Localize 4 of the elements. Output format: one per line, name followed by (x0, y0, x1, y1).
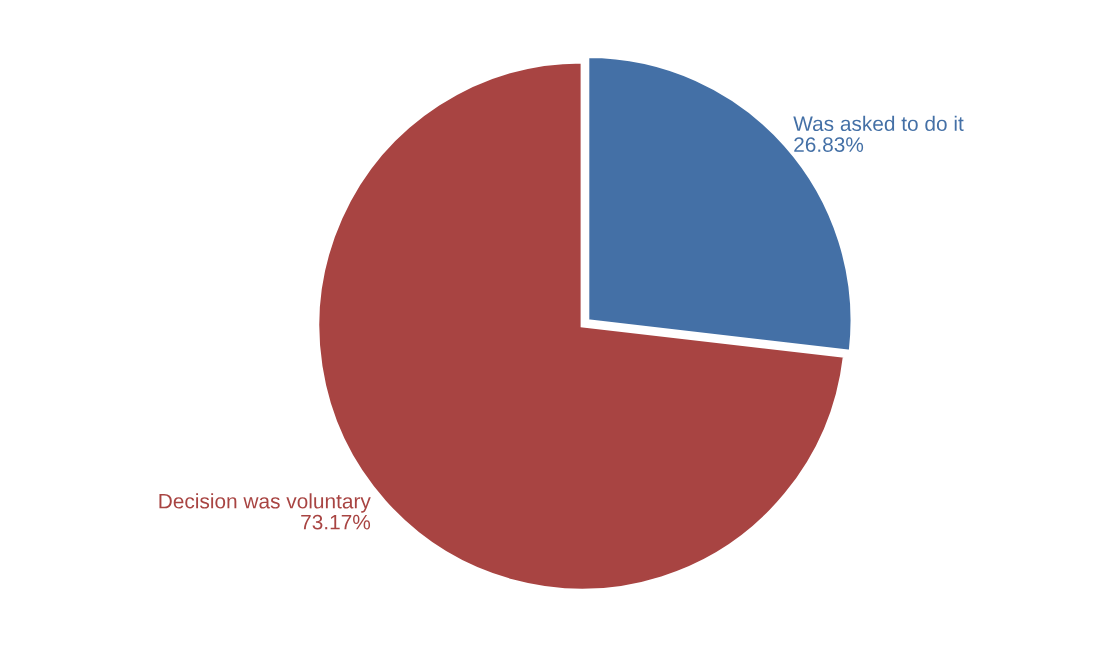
slice-label: Decision was voluntary (159, 493, 371, 513)
data-label: 73.17% (301, 514, 371, 530)
data-label: 26.83% (794, 137, 864, 152)
slice-label: Was asked to do it (793, 115, 964, 132)
